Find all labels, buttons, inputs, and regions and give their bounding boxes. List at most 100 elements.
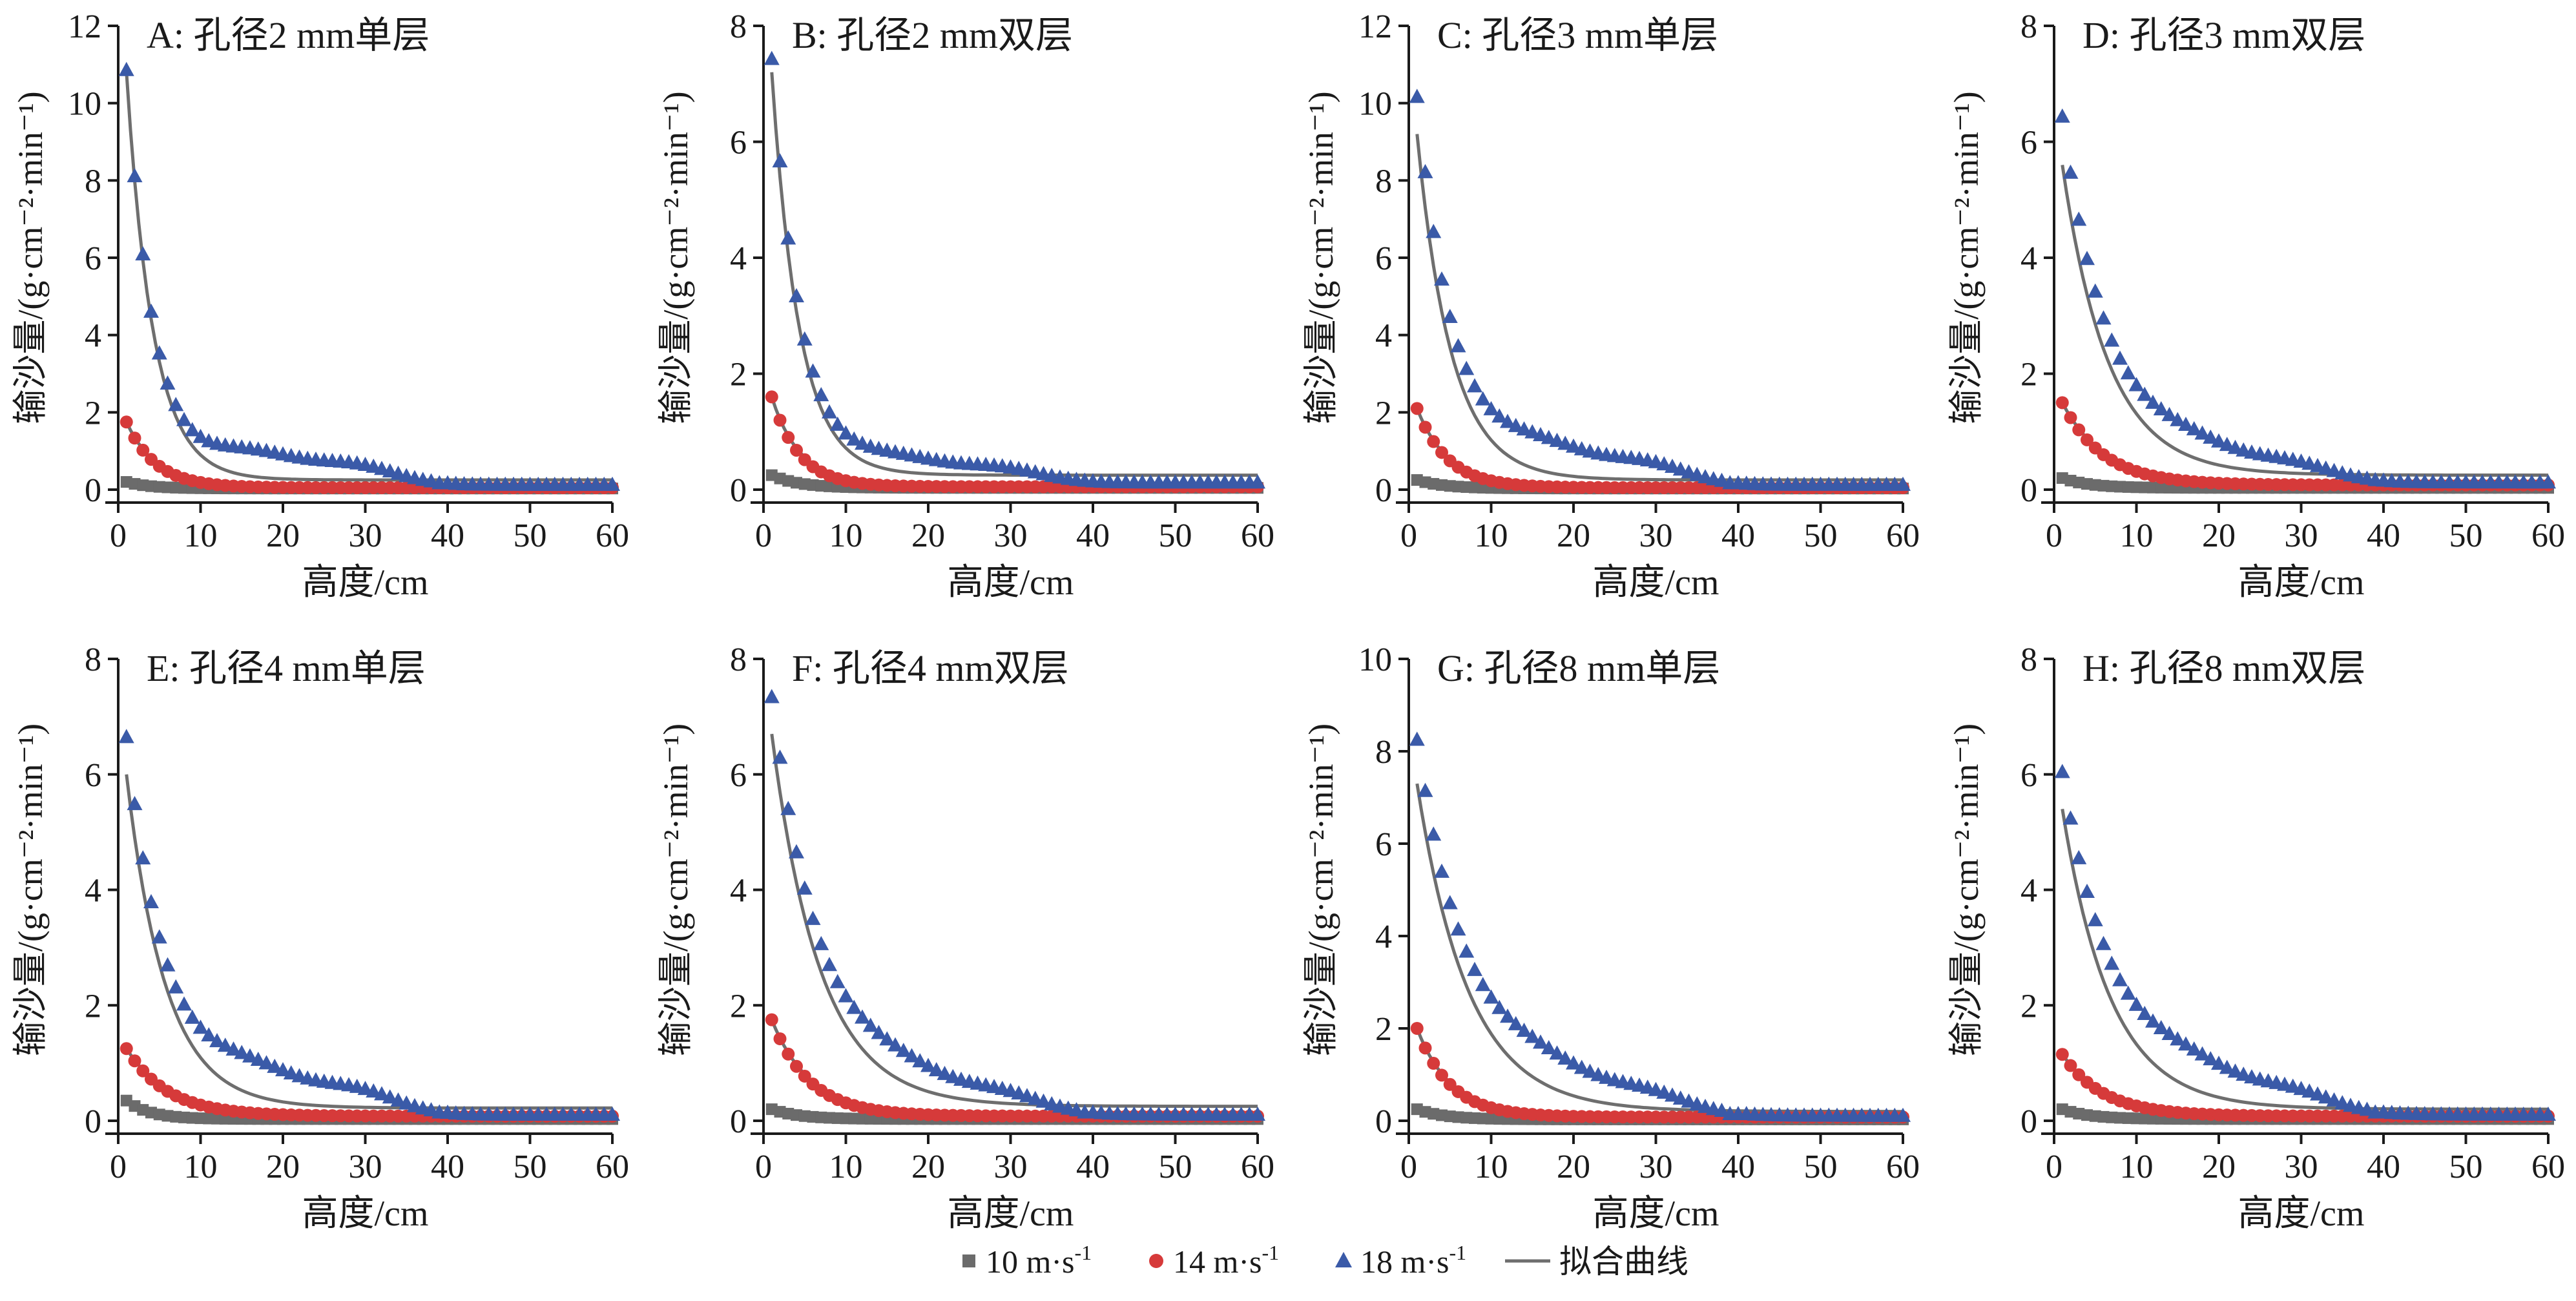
data-point-18ms [160,957,176,972]
fit-curve [770,72,1258,477]
data-point-14ms [119,415,133,429]
y-tick-label: 0 [2020,1103,2037,1140]
legend-marker-triangle [1335,1252,1352,1267]
data-point-18ms [2359,1101,2375,1116]
data-point-14ms [1435,1068,1448,1082]
data-point-18ms [888,1037,903,1052]
data-point-18ms [2211,433,2227,448]
data-point-18ms [1524,424,1541,439]
data-point-18ms [382,1089,398,1104]
x-tick-label: 30 [994,1149,1028,1185]
x-tick-label: 40 [2367,517,2400,554]
x-axis-label: 高度/cm [948,563,1074,603]
data-point-18ms [2104,955,2120,970]
x-tick-label: 10 [2120,517,2154,554]
x-tick-label: 50 [1159,517,1192,554]
data-point-18ms [2054,764,2070,778]
data-point-18ms [2326,1092,2342,1107]
y-tick-label: 12 [1358,8,1392,45]
data-point-18ms [928,1062,944,1077]
y-axis-label: 输沙量/(g·cm⁻²·min⁻¹) [1302,723,1340,1056]
data-point-18ms [2186,1041,2202,1056]
data-point-18ms [838,425,854,440]
y-axis-label: 输沙量/(g·cm⁻²·min⁻¹) [656,91,695,424]
data-point-18ms [176,411,192,426]
data-point-18ms [1475,977,1491,992]
data-point-14ms [2081,433,2093,446]
x-tick-label: 40 [1721,1149,1755,1185]
data-point-18ms [2170,411,2186,426]
data-point-14ms [765,1013,778,1026]
data-point-18ms [1672,1090,1688,1105]
data-point-18ms [118,729,134,744]
data-point-14ms [2055,1048,2069,1061]
data-point-14ms [790,443,803,457]
data-point-18ms [789,844,804,859]
panel-A: 0 2 4 6 8 10 12 0 10 20 30 40 50 60 高度/cm 输沙量/(g·cm⁻²·m… [11,8,629,603]
panel-title: F: 孔径4 mm双层 [792,647,1069,689]
data-point-18ms [143,303,159,318]
x-tick-label: 0 [755,517,772,554]
data-point-18ms [2054,108,2070,123]
x-tick-label: 30 [349,517,382,554]
panel-H: 0 2 4 6 8 0 10 20 30 40 50 60 高度/cm 输沙量/(g·cm⁻²·min⁻¹… [1947,641,2565,1234]
data-point-18ms [1027,1090,1043,1105]
y-tick-label: 2 [2020,357,2037,393]
data-point-18ms [1500,413,1515,428]
data-point-18ms [1665,1087,1680,1102]
x-tick-label: 50 [2449,1149,2483,1185]
y-tick-label: 2 [1375,395,1392,432]
panel-E: 0 2 4 6 8 0 10 20 30 40 50 60 高度/cm 输沙量/(g·cm⁻²·min⁻¹… [11,641,629,1234]
data-point-18ms [2071,211,2087,226]
data-point-18ms [829,973,846,988]
x-tick-label: 30 [1639,517,1673,554]
data-point-18ms [879,1031,895,1046]
data-point-18ms [1019,1088,1035,1103]
data-point-18ms [2062,810,2079,825]
data-point-18ms [2153,401,2169,416]
data-point-18ms [780,230,796,245]
x-tick-label: 50 [1804,1149,1838,1185]
data-point-14ms [2064,411,2077,424]
x-axis-label: 高度/cm [302,563,429,603]
data-point-18ms [160,375,176,390]
data-point-18ms [912,1053,928,1068]
data-point-18ms [1450,338,1466,353]
data-point-18ms [1409,88,1425,103]
y-tick-label: 0 [730,1103,747,1140]
data-point-18ms [151,929,167,944]
x-axis-label: 高度/cm [2238,1194,2365,1234]
data-point-18ms [2128,377,2145,391]
x-tick-label: 10 [184,517,218,554]
x-tick-label: 60 [1241,1149,1274,1185]
data-point-18ms [895,1043,911,1057]
y-tick-label: 4 [1375,919,1392,955]
data-point-18ms [176,996,192,1011]
data-point-14ms [1418,421,1432,434]
fit-curve [125,72,612,482]
data-point-18ms [2079,883,2095,898]
data-point-18ms [855,435,870,450]
data-point-18ms [2540,1106,2556,1121]
x-tick-label: 30 [2285,1149,2318,1185]
data-point-18ms [2318,1089,2334,1104]
x-axis-label: 高度/cm [302,1194,429,1234]
x-tick-label: 20 [911,1149,945,1185]
x-tick-label: 0 [2046,517,2062,554]
data-point-18ms [1475,391,1491,406]
data-point-18ms [184,1009,200,1024]
data-point-18ms [1491,999,1508,1014]
x-tick-label: 10 [829,517,863,554]
y-tick-label: 4 [85,873,101,910]
data-point-18ms [796,880,813,895]
data-point-18ms [118,61,134,76]
data-point-18ms [805,363,821,378]
data-point-18ms [2145,394,2161,409]
data-point-18ms [862,1017,878,1032]
data-point-18ms [904,1048,920,1063]
data-point-14ms [773,1032,787,1046]
y-tick-label: 8 [2020,641,2037,678]
y-tick-label: 8 [85,641,101,678]
data-point-18ms [2145,1013,2161,1028]
